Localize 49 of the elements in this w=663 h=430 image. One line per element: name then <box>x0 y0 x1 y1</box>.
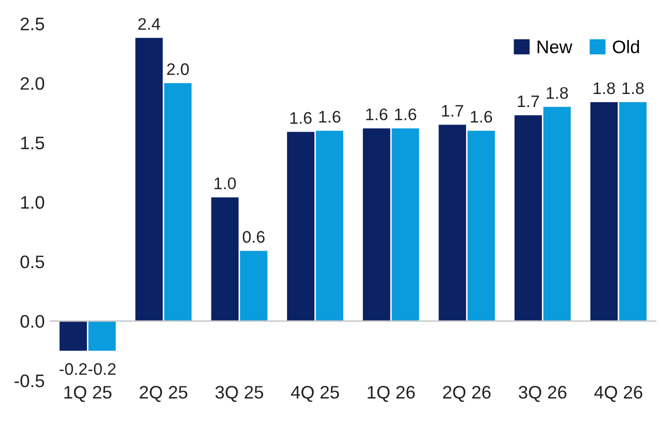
x-tick-label: 3Q 25 <box>215 386 264 402</box>
data-label: 1.8 <box>546 87 568 99</box>
x-tick-label: 1Q 26 <box>368 386 415 402</box>
y-tick-label: 2.0 <box>20 77 44 90</box>
bar <box>316 130 344 322</box>
bar <box>88 321 116 351</box>
x-tick-label: 3Q 26 <box>518 386 566 402</box>
y-tick-label: 1.5 <box>21 136 44 150</box>
x-tick-label: 2Q 26 <box>443 386 491 402</box>
bar <box>362 128 390 322</box>
y-tick-label: 0.0 <box>20 315 44 328</box>
bar <box>468 130 495 322</box>
data-label: 1.7 <box>442 105 464 117</box>
y-tick-label: 1.0 <box>21 196 44 209</box>
data-label: 1.6 <box>319 110 340 123</box>
legend-label: Old <box>612 40 639 54</box>
bar <box>135 38 163 322</box>
bar <box>543 106 571 322</box>
data-label: 1.8 <box>594 82 615 94</box>
data-label: 0.6 <box>242 231 265 243</box>
data-label: -0.2 <box>88 363 116 375</box>
legend-label: New <box>538 40 572 54</box>
y-tick-label: -0.5 <box>14 374 44 388</box>
y-tick-label: 2.5 <box>20 18 44 30</box>
y-tick-label: 0.5 <box>20 256 44 268</box>
data-label: 1.6 <box>395 108 416 120</box>
data-label: 1.6 <box>470 110 492 123</box>
x-tick-label: 1Q 25 <box>64 386 112 402</box>
bar <box>240 250 268 322</box>
bar <box>514 115 542 322</box>
data-label: -0.2 <box>60 363 87 375</box>
x-tick-label: 4Q 25 <box>290 386 339 402</box>
data-label: 1.7 <box>518 96 539 108</box>
bar <box>60 321 87 351</box>
bar <box>392 128 420 322</box>
bar <box>590 102 618 322</box>
data-label: 1.6 <box>290 112 312 124</box>
bar <box>438 124 466 322</box>
data-label: 1.0 <box>214 177 236 190</box>
data-label: 2.4 <box>138 18 160 30</box>
bar <box>164 83 192 322</box>
data-label: 1.6 <box>366 108 388 120</box>
x-tick-label: 4Q 26 <box>594 386 642 402</box>
x-tick-label: 2Q 25 <box>140 386 188 402</box>
data-label: 2.0 <box>167 63 189 76</box>
bar <box>287 132 314 322</box>
data-label: 1.8 <box>622 82 644 94</box>
bar <box>211 197 239 322</box>
bar <box>619 102 647 322</box>
